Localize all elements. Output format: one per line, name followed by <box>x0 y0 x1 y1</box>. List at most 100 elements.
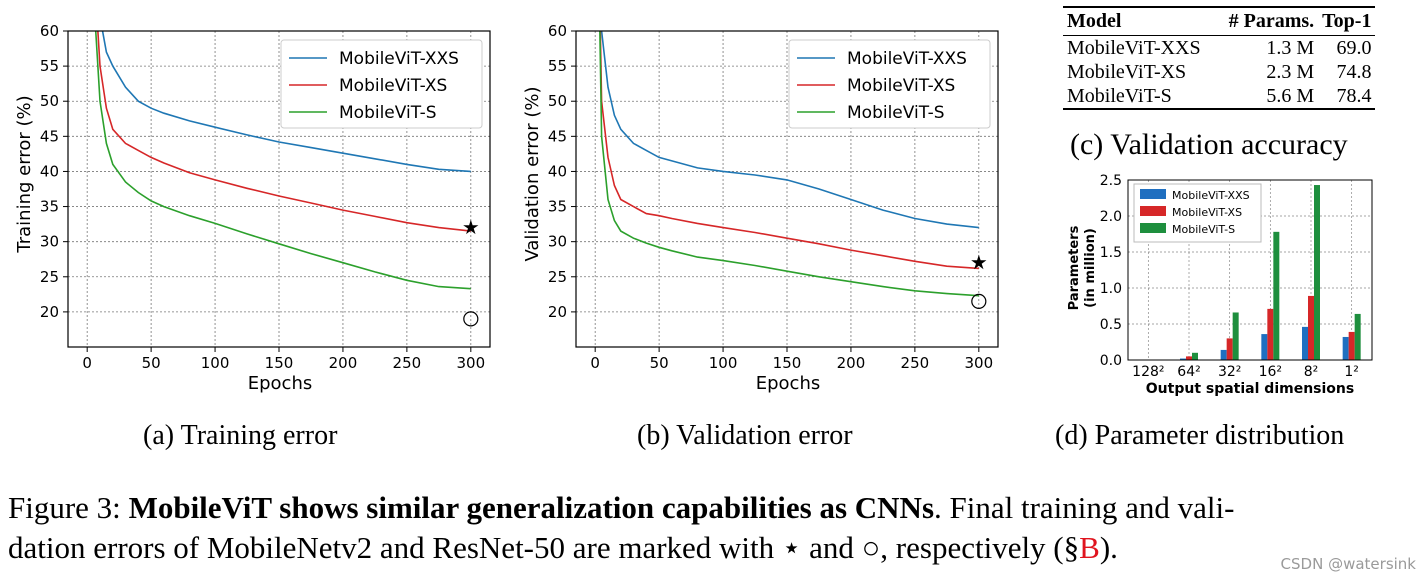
x-axis-label: Epochs <box>756 373 821 394</box>
legend-swatch <box>1140 189 1166 199</box>
y-tick-label: 35 <box>40 198 59 216</box>
table-header-row: Model # Params. Top-1 <box>1063 6 1376 36</box>
table-cell: MobileViT-S <box>1063 84 1205 110</box>
bar-mobilevit-xs <box>1186 356 1192 360</box>
legend-label: MobileViT-XXS <box>339 49 459 69</box>
validation-error-chart: 0 50 100 150 200 250 300 20 25 30 35 40 45 50 55 60 Val… <box>522 22 999 394</box>
resnet50-circle-marker <box>971 293 987 309</box>
legend-label: MobileViT-S <box>847 103 945 123</box>
legend-label: MobileViT-XXS <box>1172 189 1250 202</box>
resnet50-circle-marker <box>463 311 479 327</box>
table-cell: 5.6 M <box>1204 84 1319 110</box>
panel-c-title: (c) Validation accuracy <box>1070 128 1348 161</box>
table-cell: 74.8 <box>1336 61 1372 83</box>
table-header: Model <box>1063 6 1205 36</box>
bar-mobilevit-s <box>1232 312 1239 360</box>
bar-mobilevit-xxs <box>1342 336 1349 360</box>
legend-box <box>280 39 483 129</box>
table-row: MobileViT-S 5.6 M 78.4 <box>1063 84 1376 110</box>
series-line-mobilevit-xs <box>599 31 979 270</box>
legend-label: MobileViT-XS <box>339 76 447 96</box>
y-tick-label: 0.0 <box>1100 353 1122 369</box>
bar-mobilevit-s <box>1354 313 1361 360</box>
x-tick-label: 250 <box>393 354 422 372</box>
y-tick-label: 40 <box>548 162 567 180</box>
table-cell: 78.4 <box>1318 84 1376 110</box>
legend: MobileViT-XXS MobileViT-XS MobileViT-S <box>788 39 991 129</box>
caption-text: . Final training and vali- <box>934 490 1235 525</box>
y-tick-label: 60 <box>40 22 59 40</box>
y-tick-label: 2.0 <box>1100 209 1122 225</box>
x-tick-label: 0 <box>82 354 92 372</box>
legend-swatch <box>1140 223 1166 233</box>
x-tick-label: 1² <box>1344 364 1359 380</box>
y-tick-label: 40 <box>40 162 59 180</box>
y-tick-label: 45 <box>548 127 567 145</box>
legend-label: MobileViT-XS <box>1172 206 1242 219</box>
y-tick-label: 25 <box>40 268 59 286</box>
table-header: Top-1 <box>1318 6 1376 36</box>
series-line-mobilevit-xxs <box>101 31 471 173</box>
mobilenetv2-star-marker <box>463 219 479 235</box>
table-row: MobileViT-XXS 1.3 M 69.0 <box>1063 36 1375 61</box>
x-tick-label: 300 <box>456 354 485 372</box>
x-tick-label: 200 <box>329 354 358 372</box>
table-cell: 2.3 M <box>1266 61 1315 83</box>
legend-label: MobileViT-XXS <box>847 49 967 69</box>
panel-a-caption: (a) Training error <box>143 420 338 451</box>
figure-caption: Figure 3: MobileViT shows similar genera… <box>8 488 1420 568</box>
series-line-mobilevit-s <box>599 31 979 297</box>
x-tick-label: 150 <box>265 354 294 372</box>
legend-box <box>788 39 991 129</box>
x-axis-label: Epochs <box>248 373 313 394</box>
legend: MobileViT-XXS MobileViT-XS MobileViT-S <box>280 39 483 129</box>
y-tick-label: 1.5 <box>1100 245 1122 261</box>
parameter-distribution-chart: 0.0 0.5 1.0 1.5 2.0 2.5 128² 64² 32² 16² 8² 1² Mobi… <box>1067 173 1373 397</box>
y-tick-label: 55 <box>40 57 59 75</box>
y-axis-label: Training error (%) <box>14 95 35 253</box>
x-axis-label: Output spatial dimensions <box>1146 381 1354 397</box>
x-tick-label: 300 <box>964 354 993 372</box>
y-tick-label: 50 <box>548 92 567 110</box>
x-tick-label: 64² <box>1177 364 1200 380</box>
series-line-mobilevit-s <box>94 31 471 290</box>
legend-label: MobileViT-S <box>339 103 437 123</box>
y-tick-label: 1.0 <box>1100 281 1122 297</box>
caption-bold: MobileViT shows similar generalization c… <box>128 490 935 525</box>
table-cell: MobileViT-XS <box>1067 61 1187 83</box>
bar-mobilevit-xxs <box>1261 334 1268 360</box>
bar-mobilevit-xxs <box>1180 358 1186 360</box>
y-tick-label: 30 <box>40 233 59 251</box>
y-tick-label: 2.5 <box>1100 173 1122 189</box>
panel-b-caption: (b) Validation error <box>637 420 853 451</box>
bar-mobilevit-xxs <box>1302 326 1308 360</box>
y-tick-label: 25 <box>548 268 567 286</box>
y-tick-label: 60 <box>548 22 567 40</box>
x-tick-label: 50 <box>650 354 669 372</box>
y-tick-label: 50 <box>40 92 59 110</box>
x-tick-label: 50 <box>142 354 161 372</box>
section-link[interactable]: B <box>1079 530 1100 565</box>
x-tick-label: 16² <box>1259 364 1282 380</box>
watermark: CSDN @watersink <box>1280 555 1416 573</box>
legend-label: MobileViT-S <box>1172 223 1235 236</box>
x-tick-label: 100 <box>709 354 738 372</box>
y-tick-label: 30 <box>548 233 567 251</box>
bar-mobilevit-s <box>1273 231 1280 360</box>
plot-frame <box>67 30 491 348</box>
y-axis-label: Validation error (%) <box>522 86 543 261</box>
x-tick-label: 150 <box>773 354 802 372</box>
legend-label: MobileViT-XS <box>847 76 955 96</box>
caption-prefix: Figure 3: <box>8 490 129 525</box>
y-tick-label: 20 <box>40 303 59 321</box>
x-tick-label: 100 <box>201 354 230 372</box>
table-row: MobileViT-XS 2.3 M 74.8 <box>1063 60 1375 84</box>
y-tick-label: 35 <box>548 198 567 216</box>
panel-d-caption: (d) Parameter distribution <box>1055 420 1345 451</box>
table-cell: MobileViT-XXS <box>1067 37 1201 59</box>
x-tick-label: 32² <box>1218 364 1241 380</box>
y-axis-label: Parameters <box>1067 225 1082 310</box>
bar-mobilevit-xs <box>1348 331 1355 360</box>
plot-frame <box>575 30 999 348</box>
plot-frame <box>1127 179 1373 361</box>
